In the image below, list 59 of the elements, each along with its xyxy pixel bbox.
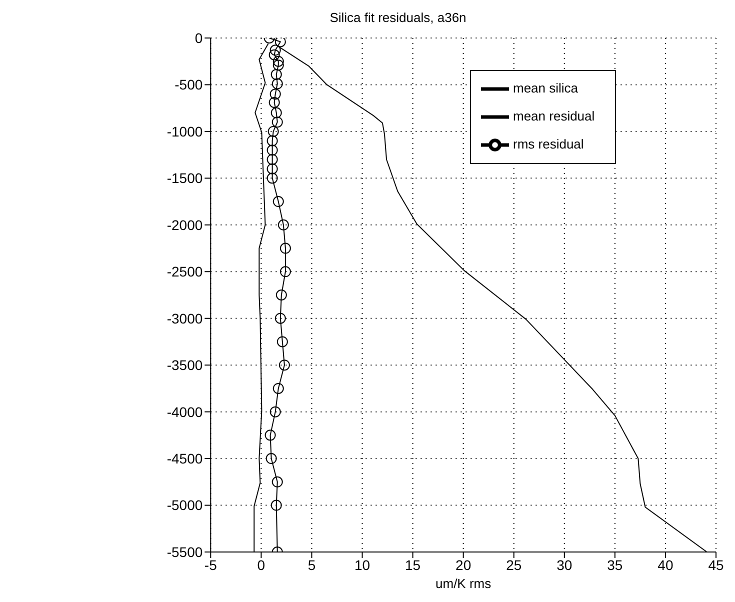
y-tick-label: 0 [194,30,203,46]
y-tick-label: -2000 [166,216,203,233]
y-tick-label: -5500 [166,544,203,560]
point [276,336,288,348]
point [272,78,283,90]
legend-label: mean silica [513,80,578,96]
legend-label: mean residual [513,108,595,124]
point [272,60,284,71]
y-tick-label: -500 [174,76,203,93]
x-tick-label: 20 [456,556,472,573]
x-tick-label: 25 [506,556,522,573]
point [266,144,278,156]
x-tick-label: 0 [257,556,266,573]
point [272,116,283,128]
point [266,154,278,165]
x-tick-label: 40 [658,556,674,573]
point [268,126,279,137]
point [272,382,284,394]
x-tick-label: 35 [607,556,623,573]
point [270,44,281,56]
point [272,56,284,67]
x-axis-title: um/K rms [436,576,492,591]
point [274,38,286,48]
y-tick-label: -5000 [166,497,203,514]
point [276,290,287,300]
chart-title: Silica fit residuals, a36n [328,9,468,27]
point [266,172,278,184]
point [272,196,284,208]
x-tick-label: -5 [204,556,218,573]
y-tick-label: -3500 [166,357,203,374]
y-tick-label: -4500 [166,450,203,467]
y-tick-label: -1000 [166,123,203,140]
point [270,406,281,418]
x-tick-label: 15 [405,556,421,573]
point [280,242,291,254]
y-tick-label: -2500 [166,264,203,280]
x-tick-label: 30 [556,556,572,573]
point [272,476,283,488]
y-tick-label: -4000 [166,404,203,420]
point [268,49,280,60]
point [278,360,290,371]
legend-label: rms residual [513,136,584,152]
y-tick-label: -1500 [166,170,203,186]
x-tick-label: 5 [308,556,316,573]
point [266,453,277,464]
point [278,219,289,230]
x-tick-label: 45 [708,556,724,573]
point [270,107,282,118]
point [270,68,282,80]
point [268,96,280,108]
point [266,135,278,146]
point [264,430,276,441]
point [270,500,282,511]
x-tick-label: 10 [354,556,370,573]
y-tick-label: -3000 [166,310,203,326]
point [280,266,291,278]
point [266,163,278,174]
point [274,312,286,324]
point [270,88,281,100]
